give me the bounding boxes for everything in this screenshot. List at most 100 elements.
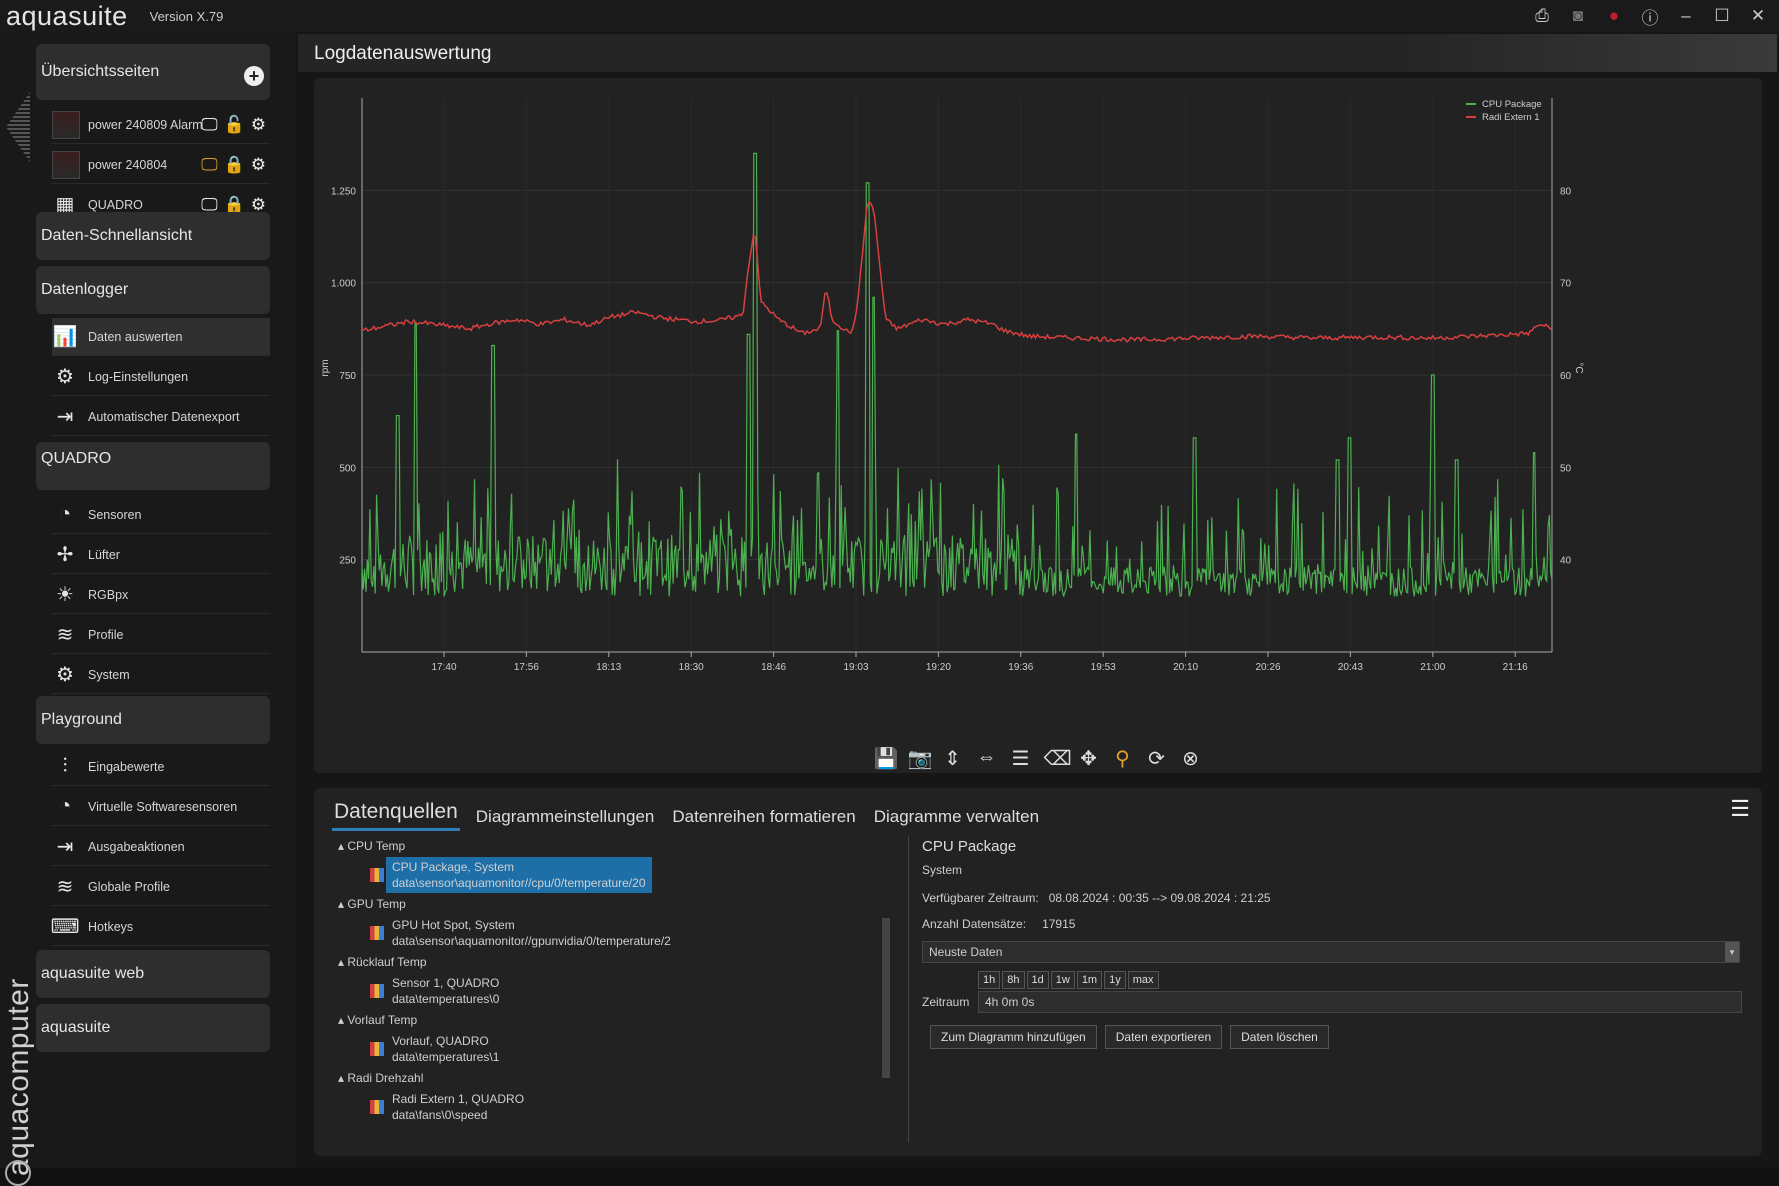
maximize-icon[interactable]: ☐ (1714, 6, 1730, 25)
overview-page-item[interactable]: power 240809 Alarm 🖵 🔓 ⚙ (52, 106, 270, 144)
log-chart[interactable]: 250 500 750 1.000 1.250 40 50 60 70 80 17:40 17:56 1… (314, 78, 1762, 773)
fit-horizontal-icon[interactable]: ⇔ (976, 746, 997, 768)
x-tick-label: 17:40 (431, 662, 456, 673)
zoom-icon[interactable]: ⚲ (1115, 748, 1130, 770)
sidebar-item-system[interactable]: ⚙ System (52, 656, 270, 694)
zeitraum-input[interactable]: 4h 0m 0s (978, 991, 1742, 1013)
detail-subtitle: System (922, 863, 963, 877)
camera-icon[interactable]: ◙ (1572, 6, 1584, 25)
tree-scrollbar[interactable] (882, 918, 890, 1078)
gear-icon[interactable]: ⚙ (250, 154, 266, 174)
tab-diagrammeinstellungen[interactable]: Diagrammeinstellungen (475, 807, 655, 826)
app-version: Version X.79 (149, 8, 224, 24)
tab-datenreihen-formatieren[interactable]: Datenreihen formatieren (672, 807, 856, 826)
save-icon[interactable]: 💾 (873, 748, 899, 770)
notes-icon[interactable]: ☰ (1011, 748, 1030, 770)
data-dropdown[interactable]: Neuste Daten ▾ (922, 941, 1740, 963)
section-label: Playground (41, 711, 122, 728)
tree-item[interactable]: CPU Package, System data\sensor\aquamonit… (370, 856, 888, 894)
dropdown-value: Neuste Daten (929, 945, 1003, 959)
bar-chart-icon: 📊 (52, 326, 78, 348)
info-icon[interactable]: ⓘ (1641, 8, 1659, 28)
time-button-1w[interactable]: 1w (1050, 971, 1075, 989)
sidebar-item-profile[interactable]: ≋ Profile (52, 616, 270, 654)
tree-item[interactable]: Sensor 1, QUADRO data\temperatures\0 (370, 972, 888, 1010)
tree-group[interactable]: ▴ Rücklauf Temp (338, 955, 427, 969)
chevron-down-icon[interactable]: ▾ (1725, 942, 1739, 962)
lock-icon[interactable]: 🔒 (223, 154, 245, 174)
legend-label: CPU Package (1482, 99, 1542, 110)
section-label: Datenlogger (41, 281, 129, 298)
record-icon[interactable]: ● (1608, 6, 1620, 25)
sidebar-item-hotkeys[interactable]: ⌨ Hotkeys (51, 908, 270, 946)
grid-icon: ▦ (55, 194, 75, 216)
tab-diagramme-verwalten[interactable]: Diagramme verwalten (873, 807, 1040, 826)
overview-page-item[interactable]: power 240804 🖵 🔒 ⚙ (52, 146, 270, 184)
monitor-icon[interactable]: 🖵 (201, 194, 218, 214)
move-icon[interactable]: ✥ (1080, 748, 1097, 770)
sidebar-item-eingabewerte[interactable]: ⫶ Eingabewerte (52, 748, 270, 786)
collapse-handle[interactable] (6, 92, 30, 162)
time-button-8h[interactable]: 8h (1002, 971, 1025, 989)
x-tick-label: 19:20 (926, 662, 951, 673)
tree-item[interactable]: Vorlauf, QUADRO data\temperatures\1 (370, 1030, 888, 1068)
refresh-icon[interactable]: ⟳ (1148, 748, 1165, 770)
tree-group[interactable]: ▴ Vorlauf Temp (338, 1013, 418, 1027)
monitor-icon[interactable]: 🖵 (201, 114, 218, 134)
action-buttons: Zum Diagramm hinzufügen Daten exportiere… (930, 1025, 1742, 1049)
sidebar-item-ausgabeaktionen[interactable]: ⇥ Ausgabeaktionen (52, 828, 270, 866)
gear-icon[interactable]: ⚙ (250, 194, 266, 214)
export-data-button[interactable]: Daten exportieren (1104, 1025, 1223, 1049)
section-uebersichtsseiten[interactable]: Übersichtsseiten + (36, 44, 270, 100)
chart-panel[interactable]: 250 500 750 1.000 1.250 40 50 60 70 80 17:40 17:56 1… (314, 78, 1762, 773)
sidebar-item-globale-profile[interactable]: ≋ Globale Profile (52, 868, 270, 906)
section-aquasuite[interactable]: aquasuite (36, 1004, 270, 1052)
time-button-1h[interactable]: 1h (978, 971, 1001, 989)
period-label: Verfügbarer Zeitraum: (922, 891, 1039, 905)
zeitraum-row: Zeitraum 4h 0m 0s (922, 991, 1742, 1013)
time-button-1m[interactable]: 1m (1076, 971, 1103, 989)
section-playground[interactable]: Playground (36, 696, 270, 744)
close-circle-icon[interactable]: ⊗ (1182, 748, 1199, 770)
tree-item[interactable]: GPU Hot Spot, System data\sensor\aquamoni… (370, 914, 888, 952)
clear-icon[interactable]: ⌫ (1043, 748, 1072, 770)
lock-open-icon[interactable]: 🔓 (223, 114, 245, 134)
time-button-1d[interactable]: 1d (1026, 971, 1049, 989)
sidebar-item-label: Lüfter (88, 547, 120, 562)
time-button-max[interactable]: max (1127, 971, 1159, 989)
tab-datenquellen[interactable]: Datenquellen (332, 796, 460, 831)
section-datenlogger[interactable]: Datenlogger (36, 266, 270, 314)
close-icon[interactable]: ✕ (1750, 6, 1766, 25)
monitor-icon[interactable]: 🖵 (201, 154, 218, 174)
time-buttons: 1h 8h 1d 1w 1m 1y max (978, 971, 1742, 989)
sidebar-item-softwaresensoren[interactable]: ◔ Virtuelle Softwaresensoren (52, 788, 270, 826)
gear-icon[interactable]: ⚙ (250, 114, 266, 134)
menu-icon[interactable]: ☰ (1730, 796, 1750, 821)
sidebar-item-daten-auswerten[interactable]: 📊 Daten auswerten (52, 318, 270, 356)
x-tick-label: 19:36 (1008, 662, 1033, 673)
tree-group[interactable]: ▴ Radi Drehzahl (338, 1071, 424, 1085)
tree-group[interactable]: ▴ GPU Temp (338, 897, 406, 911)
time-button-1y[interactable]: 1y (1104, 971, 1126, 989)
section-aquasuite-web[interactable]: aquasuite web (36, 950, 270, 998)
delete-data-button[interactable]: Daten löschen (1230, 1025, 1329, 1049)
sidebar-item-label: Log-Einstellungen (88, 369, 189, 384)
section-quadro[interactable]: QUADRO (36, 442, 270, 490)
add-to-chart-button[interactable]: Zum Diagramm hinzufügen (930, 1025, 1097, 1049)
fit-vertical-icon[interactable]: ⇕ (944, 748, 961, 770)
tree-item[interactable]: Radi Extern 1, QUADRO data\fans\0\speed (370, 1088, 888, 1126)
sidebar-item-sensoren[interactable]: ◔ Sensoren (52, 496, 270, 534)
sidebar-item-datenexport[interactable]: ⇥ Automatischer Datenexport (52, 398, 270, 436)
overview-page-item[interactable]: ▦ QUADRO 🖵 🔒 ⚙ (52, 186, 270, 224)
camera-icon[interactable]: 📷 (907, 748, 933, 770)
add-icon[interactable]: + (244, 66, 264, 86)
section-daten-schnellansicht[interactable]: Daten-Schnellansicht (36, 212, 270, 260)
image-export-icon[interactable]: ⎙ (1535, 6, 1549, 25)
series-line-cpu-package (361, 152, 1553, 597)
minimize-icon[interactable]: – (1681, 6, 1691, 25)
sidebar-item-log-einstellungen[interactable]: ⚙ Log-Einstellungen (52, 358, 270, 396)
lock-icon[interactable]: 🔒 (223, 194, 245, 214)
tree-group[interactable]: ▴ CPU Temp (338, 839, 406, 853)
sidebar-item-luefter[interactable]: ✢ Lüfter (52, 536, 270, 574)
sidebar-item-rgbpx[interactable]: ☀ RGBpx (52, 576, 270, 614)
